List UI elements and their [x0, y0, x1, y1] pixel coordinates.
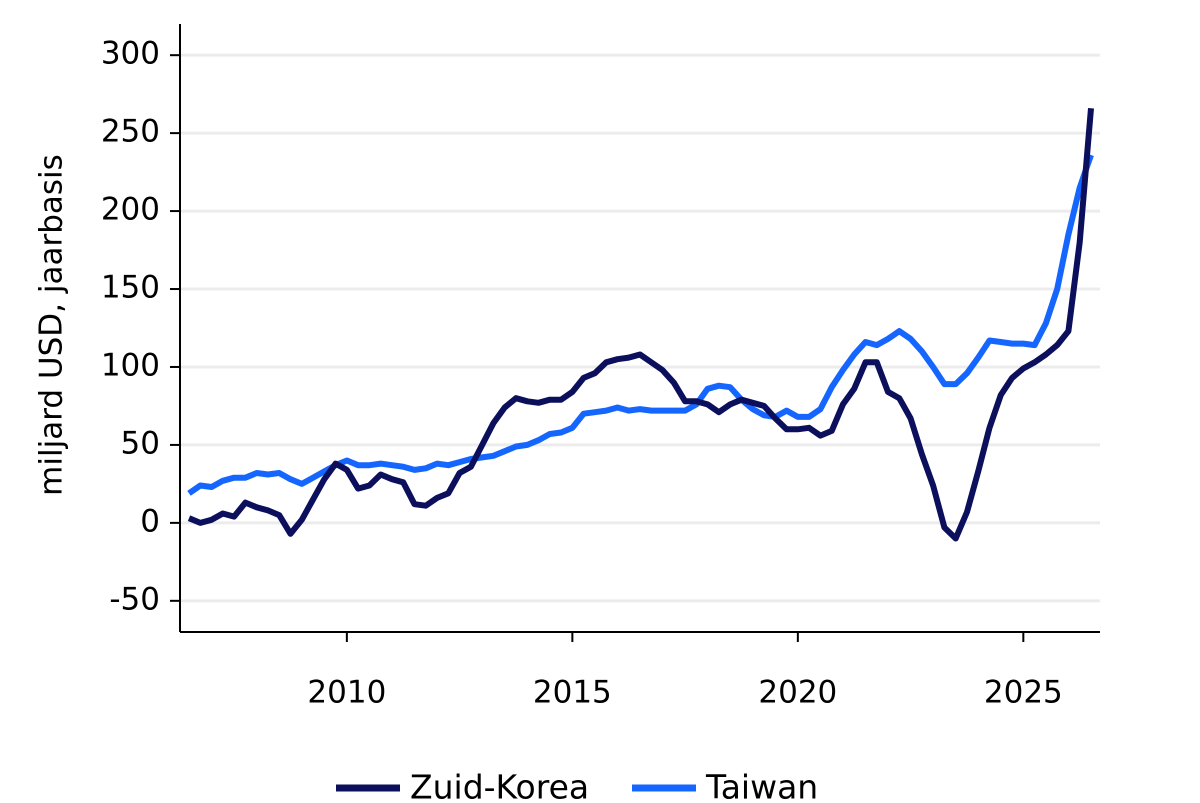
- gridlines: [180, 53, 1100, 603]
- legend-label-zuid-korea: Zuid-Korea: [410, 768, 589, 803]
- series-line-taiwan: [187, 154, 1094, 496]
- y-tick-label-0: 0: [140, 503, 160, 539]
- y-tick-label-50: 50: [121, 425, 160, 461]
- x-tick-label-2020: 2020: [758, 675, 837, 711]
- y-tick-label-100: 100: [101, 347, 160, 383]
- x-tick-label-2015: 2015: [533, 675, 612, 711]
- y-tick-label-200: 200: [101, 192, 160, 228]
- y-tick-label-250: 250: [101, 114, 160, 150]
- axes: [179, 24, 1100, 633]
- x-tick-label-2010: 2010: [307, 675, 386, 711]
- legend-label-taiwan: Taiwan: [705, 768, 818, 803]
- y-tick-label-300: 300: [101, 36, 160, 72]
- series-line-zuid-korea: [187, 107, 1094, 542]
- legend: Zuid-Korea Taiwan: [336, 768, 818, 803]
- y-axis-title: miljard USD, jaarbasis: [34, 154, 70, 496]
- x-tick-label-2025: 2025: [984, 675, 1063, 711]
- y-tick-label--50: -50: [109, 581, 160, 617]
- y-ticks: -50 0 50 100 150 200 250 300: [101, 36, 180, 617]
- series-lines: [187, 107, 1094, 542]
- y-tick-label-150: 150: [101, 270, 160, 306]
- x-ticks: 2010 2015 2020 2025: [307, 632, 1063, 711]
